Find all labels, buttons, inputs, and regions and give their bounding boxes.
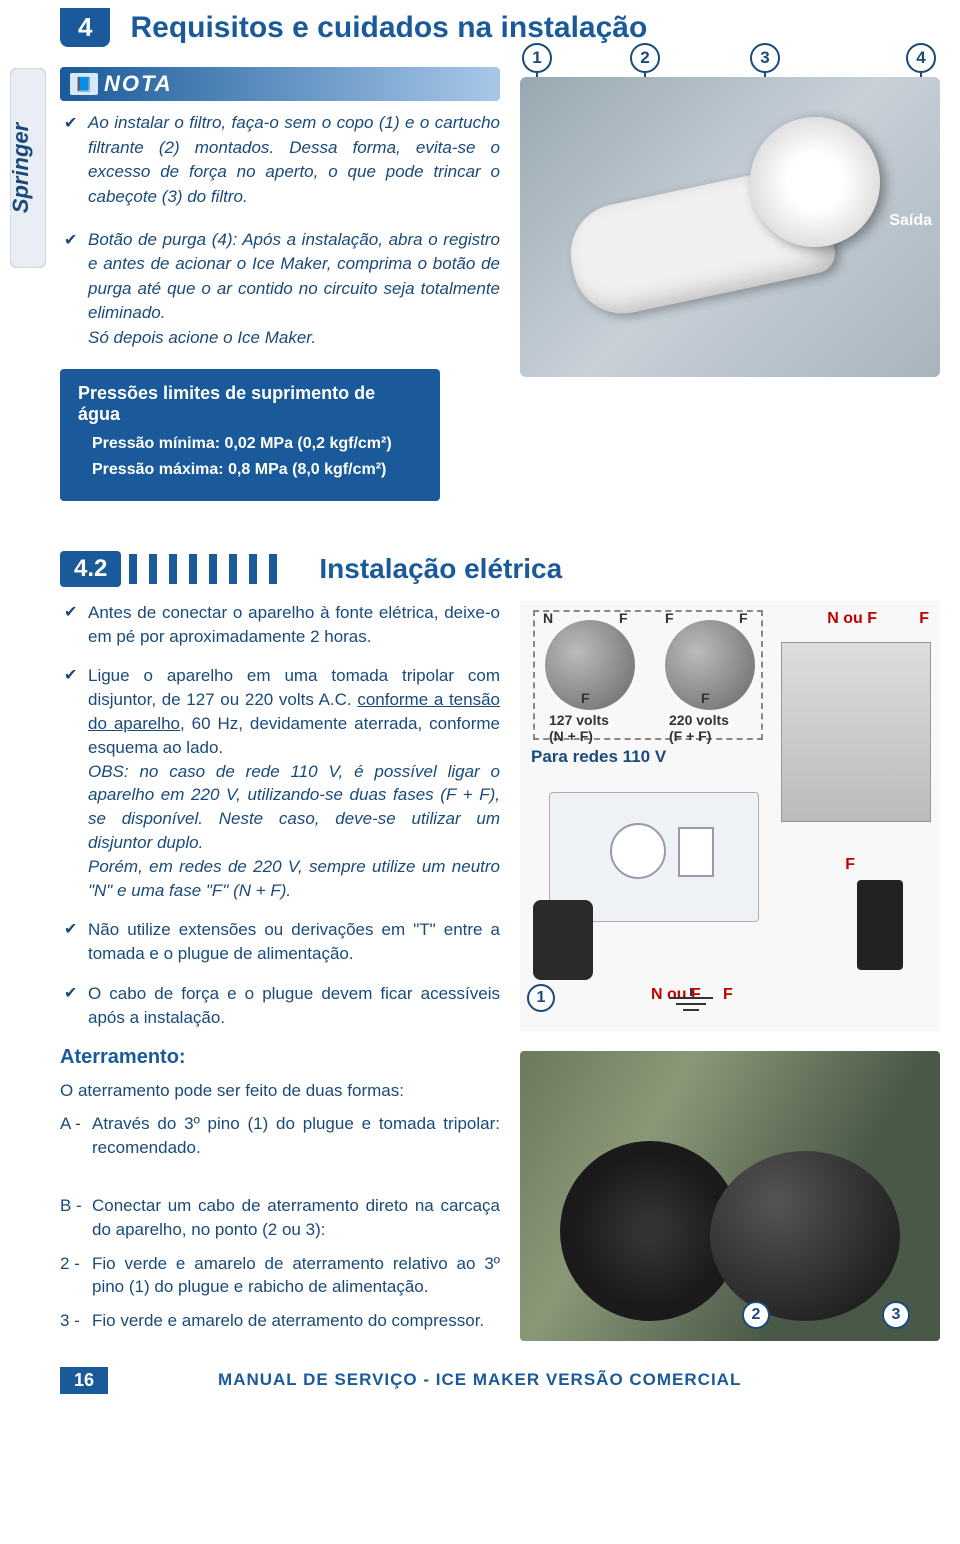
compressor-shape (710, 1151, 900, 1321)
section42-title: Instalação elétrica (319, 553, 562, 585)
figure2-caption: Para redes 110 V (531, 747, 666, 767)
brand-tab-text: Springer (10, 121, 33, 213)
nota-banner: 📘 NOTA (60, 67, 500, 101)
pressure-title: Pressões limites de suprimento de água (78, 383, 422, 425)
plug-box: N F F F F F 127 volts (N + F) 220 volts … (533, 610, 763, 740)
red-label: F (723, 986, 733, 1004)
bullet-item: Ligue o aparelho em uma tomada tripolar … (60, 664, 500, 902)
section-title: Requisitos e cuidados na instalação (130, 11, 940, 45)
red-label: F (919, 610, 929, 628)
nota-label: NOTA (104, 71, 173, 97)
section-header: 4 Requisitos e cuidados na instalação (60, 8, 940, 47)
callout-1: 1 (522, 43, 552, 73)
callout-1: 1 (527, 984, 555, 1012)
bullet-item: Antes de conectar o aparelho à fonte elé… (60, 601, 500, 649)
pressure-min: Pressão mínima: 0,02 MPa (0,2 kgf/cm²) (78, 435, 422, 453)
plug220-label: 220 volts (669, 712, 729, 728)
plug220-sub: (F + F) (669, 728, 711, 744)
section42-badge: 4.2 (60, 551, 121, 587)
aterramento-item: 3 -Fio verde e amarelo de aterramento do… (60, 1309, 500, 1333)
decorative-stripes (129, 554, 289, 584)
aterramento-item: B -Conectar um cabo de aterramento diret… (60, 1194, 500, 1242)
aterramento-item: A -Através do 3º pino (1) do plugue e to… (60, 1112, 500, 1160)
aterramento-item: 2 -Fio verde e amarelo de aterramento re… (60, 1252, 500, 1300)
nota-bullet: Botão de purga (4): Após a instalação, a… (60, 228, 500, 351)
red-label: F (845, 856, 855, 874)
page-number: 16 (60, 1367, 108, 1394)
nota-bullets: Ao instalar o filtro, faça-o sem o copo … (60, 111, 500, 351)
callout-3: 3 (882, 1301, 910, 1329)
figure-compressor: 2 3 (520, 1051, 940, 1341)
plug-220-icon (665, 620, 755, 710)
brand-tab: Springer (10, 68, 46, 268)
breaker-icon (857, 880, 903, 970)
bullet-item: Não utilize extensões ou derivações em "… (60, 918, 500, 966)
figure-filter: 1 2 3 4 Saída (520, 67, 940, 501)
plug-connector (533, 900, 593, 980)
callout-2: 2 (742, 1301, 770, 1329)
section-number-badge: 4 (60, 8, 110, 47)
nota-bullet: Ao instalar o filtro, faça-o sem o copo … (60, 111, 500, 210)
red-label: N ou F (827, 610, 877, 628)
wall-box (781, 642, 931, 822)
callout-3: 3 (750, 43, 780, 73)
footer-text: MANUAL DE SERVIÇO - ICE MAKER VERSÃO COM… (218, 1370, 741, 1390)
bullet-item: O cabo de força e o plugue devem ficar a… (60, 982, 500, 1030)
pressure-box: Pressões limites de suprimento de água P… (60, 369, 440, 501)
saida-label: Saída (889, 212, 932, 230)
callout-4: 4 (906, 43, 936, 73)
plug-127-icon (545, 620, 635, 710)
section42-header: 4.2 Instalação elétrica (60, 551, 940, 587)
plug127-label: 127 volts (549, 712, 609, 728)
note-icon: 📘 (70, 73, 98, 95)
plug127-sub: (N + F) (549, 728, 593, 744)
pressure-max: Pressão máxima: 0,8 MPa (8,0 kgf/cm²) (78, 461, 422, 479)
figure-wiring: N F F F F F 127 volts (N + F) 220 volts … (520, 601, 940, 1031)
page-footer: 16 MANUAL DE SERVIÇO - ICE MAKER VERSÃO … (60, 1367, 940, 1394)
callout-2: 2 (630, 43, 660, 73)
aterramento-intro: O aterramento pode ser feito de duas for… (60, 1079, 500, 1103)
aterramento-heading: Aterramento: (60, 1046, 500, 1069)
ground-icon (661, 988, 721, 1018)
